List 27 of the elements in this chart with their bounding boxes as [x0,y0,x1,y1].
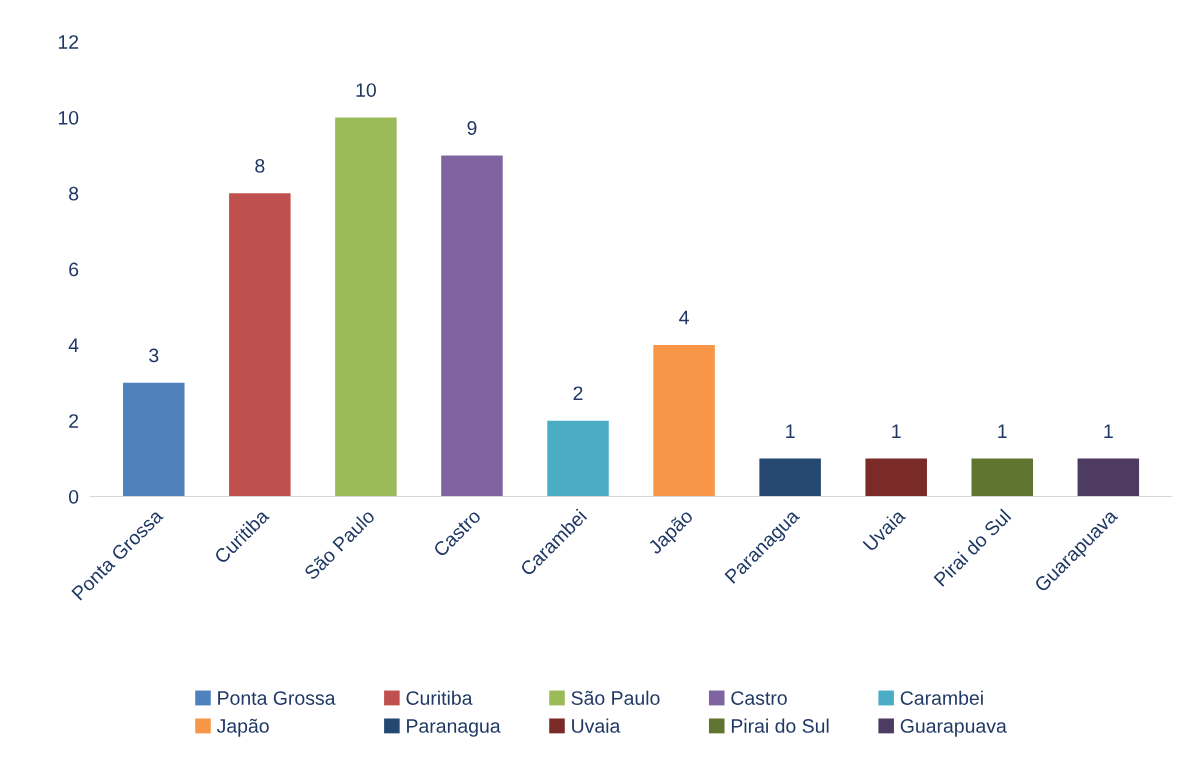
data-label: 1 [892,424,901,438]
legend-label: Castro [731,691,787,705]
data-label: 9 [467,121,477,135]
y-tick-label: 12 [58,35,79,49]
legend-label: Ponta Grossa [218,691,336,705]
legend-label: Guarapuava [900,719,1007,737]
data-label: 4 [679,310,689,325]
data-label: 10 [356,83,376,97]
data-label: 1 [786,424,795,438]
data-label: 2 [573,386,583,400]
y-tick-label: 2 [69,414,79,428]
legend-label: Paranagua [407,719,501,737]
data-label: 1 [998,424,1007,438]
legend-label: Japão [216,718,269,737]
legend-label: Uvaia [572,718,621,733]
y-tick-label: 4 [68,338,79,352]
legend-label: Pirai do Sul [731,718,829,733]
data-label: 8 [255,159,265,173]
y-tick-label: 0 [68,489,79,504]
y-tick-label: 6 [69,262,79,277]
data-label: 1 [1104,424,1113,438]
legend-label: São Paulo [571,690,660,705]
data-label: 3 [149,348,159,363]
legend-label: Curitiba [406,690,473,705]
legend-label: Carambei [900,690,983,705]
y-tick-label: 8 [69,186,79,201]
y-tick-label: 10 [58,110,79,125]
